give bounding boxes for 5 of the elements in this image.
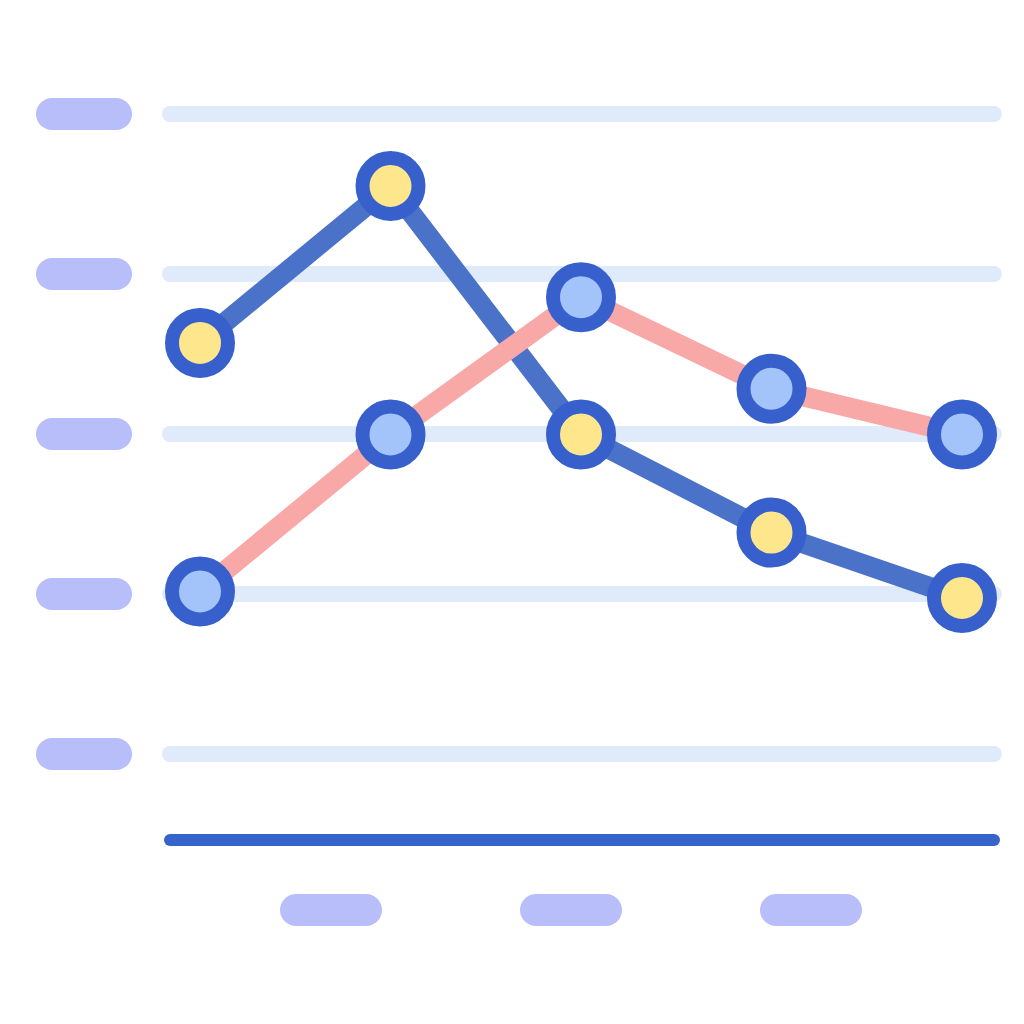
point [927,563,997,634]
point [546,399,616,470]
point [736,497,807,568]
point [165,307,235,378]
point [355,151,426,221]
